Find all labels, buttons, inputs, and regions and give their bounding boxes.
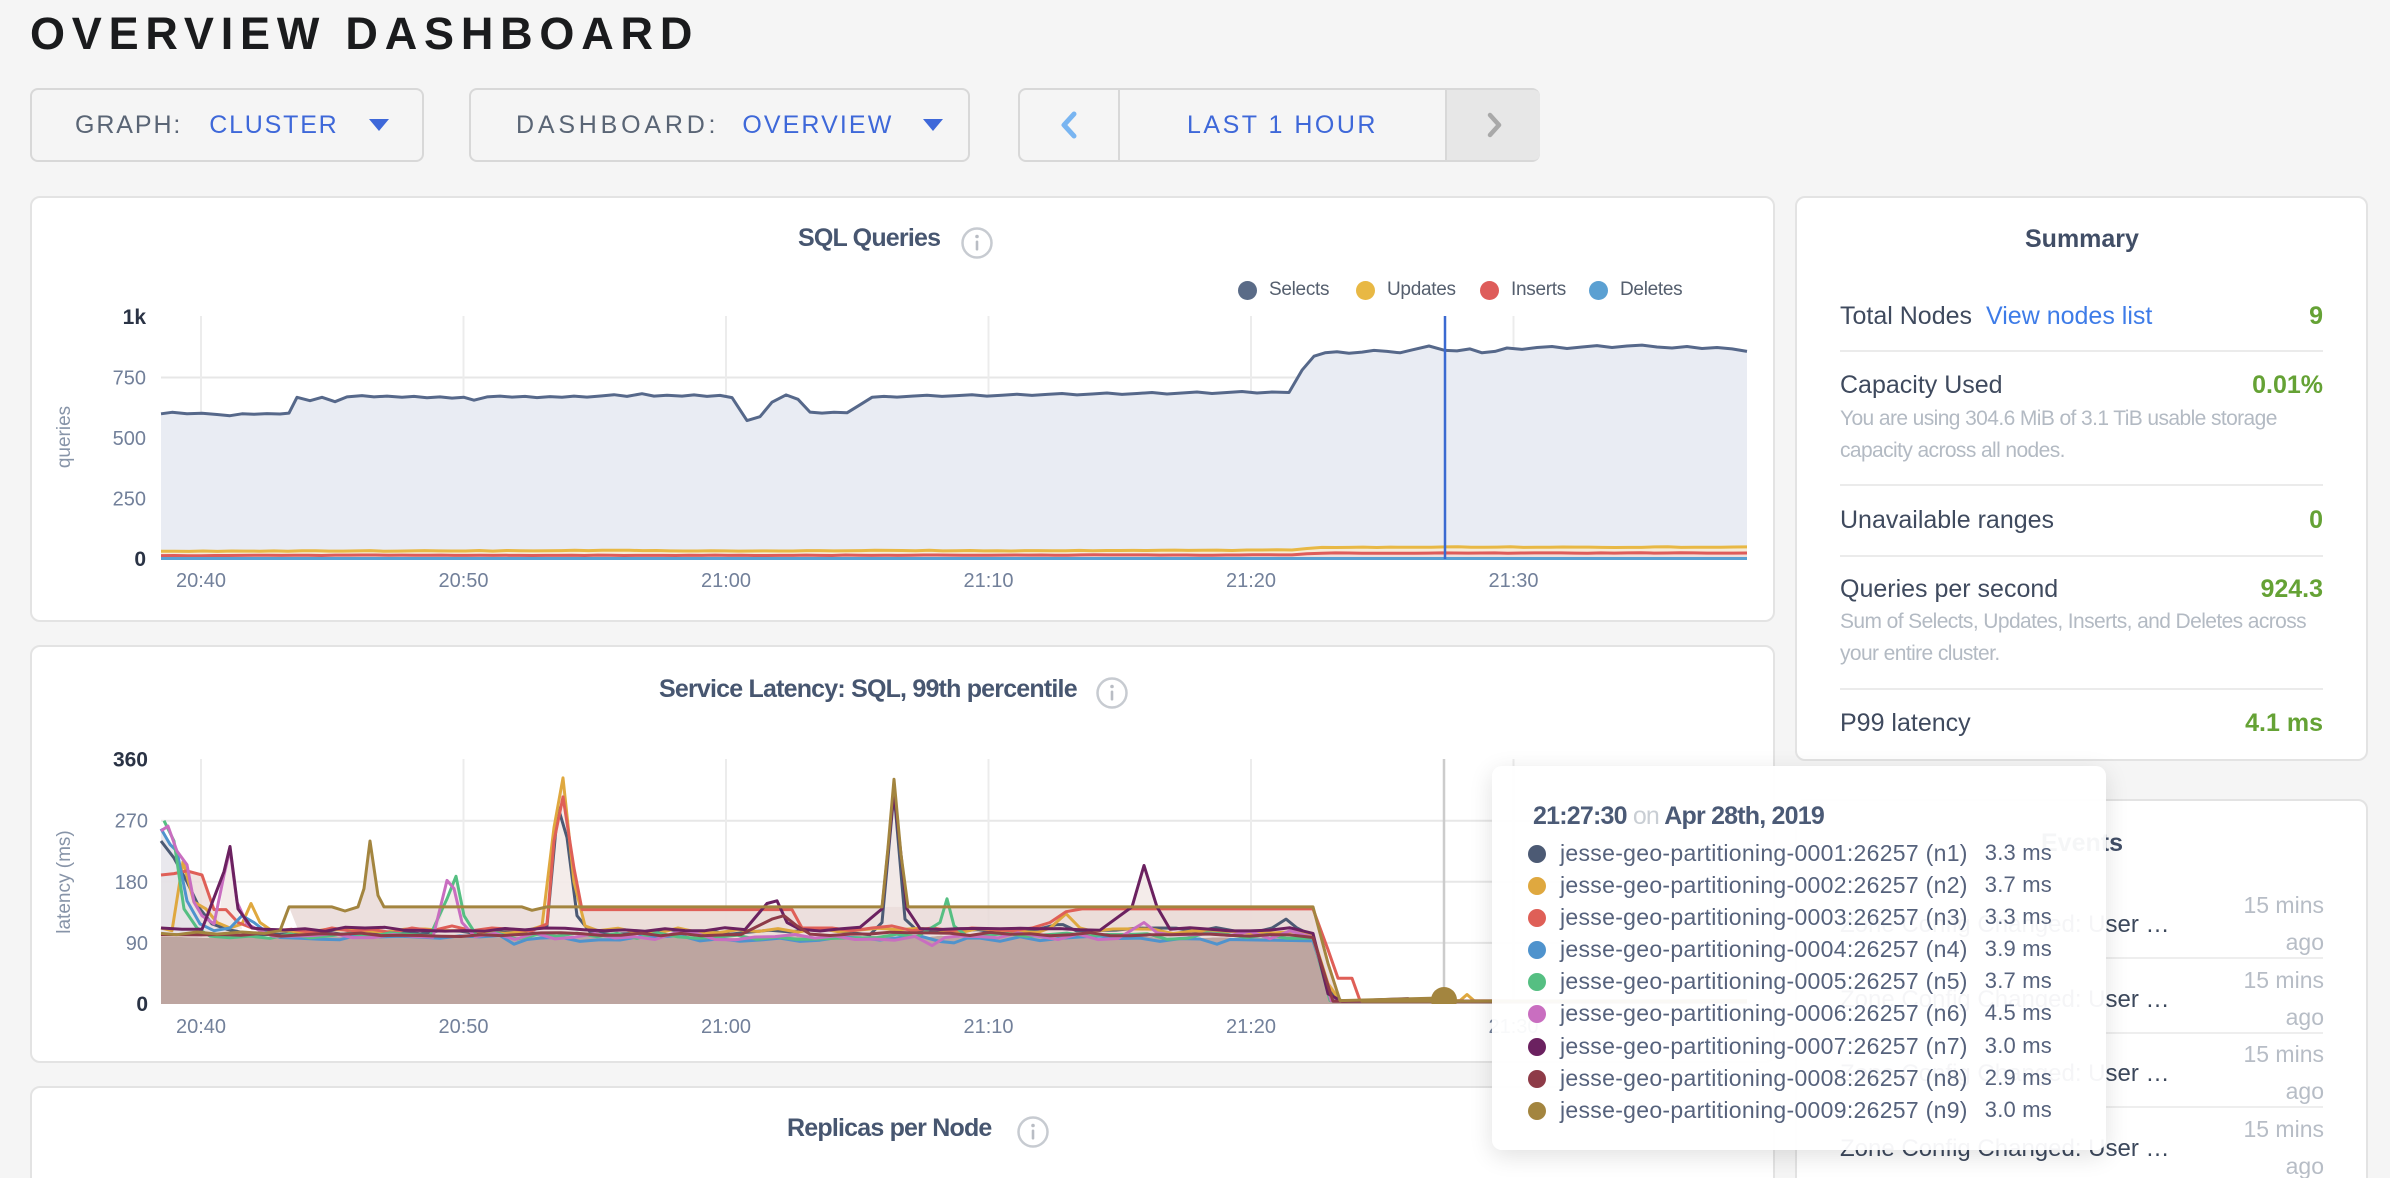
svg-text:250: 250 — [113, 489, 146, 511]
svg-text:queries: queries — [54, 406, 75, 468]
svg-text:20:40: 20:40 — [176, 1016, 226, 1038]
svg-text:270: 270 — [115, 811, 148, 833]
svg-text:750: 750 — [113, 368, 146, 390]
svg-text:0: 0 — [134, 548, 146, 571]
svg-text:1k: 1k — [123, 306, 147, 329]
svg-text:21:00: 21:00 — [701, 570, 751, 592]
svg-text:500: 500 — [113, 428, 146, 450]
svg-text:21:10: 21:10 — [963, 570, 1013, 592]
svg-text:21:20: 21:20 — [1226, 570, 1276, 592]
svg-text:21:20: 21:20 — [1226, 1016, 1276, 1038]
svg-text:21:30: 21:30 — [1488, 570, 1538, 592]
svg-text:180: 180 — [115, 872, 148, 894]
svg-text:0: 0 — [136, 993, 148, 1016]
svg-text:21:10: 21:10 — [963, 1016, 1013, 1038]
svg-text:360: 360 — [113, 749, 148, 772]
svg-text:90: 90 — [126, 933, 148, 955]
svg-text:20:40: 20:40 — [176, 570, 226, 592]
svg-text:20:50: 20:50 — [438, 570, 488, 592]
svg-text:21:00: 21:00 — [701, 1016, 751, 1038]
svg-text:latency (ms): latency (ms) — [54, 830, 75, 933]
svg-text:20:50: 20:50 — [438, 1016, 488, 1038]
